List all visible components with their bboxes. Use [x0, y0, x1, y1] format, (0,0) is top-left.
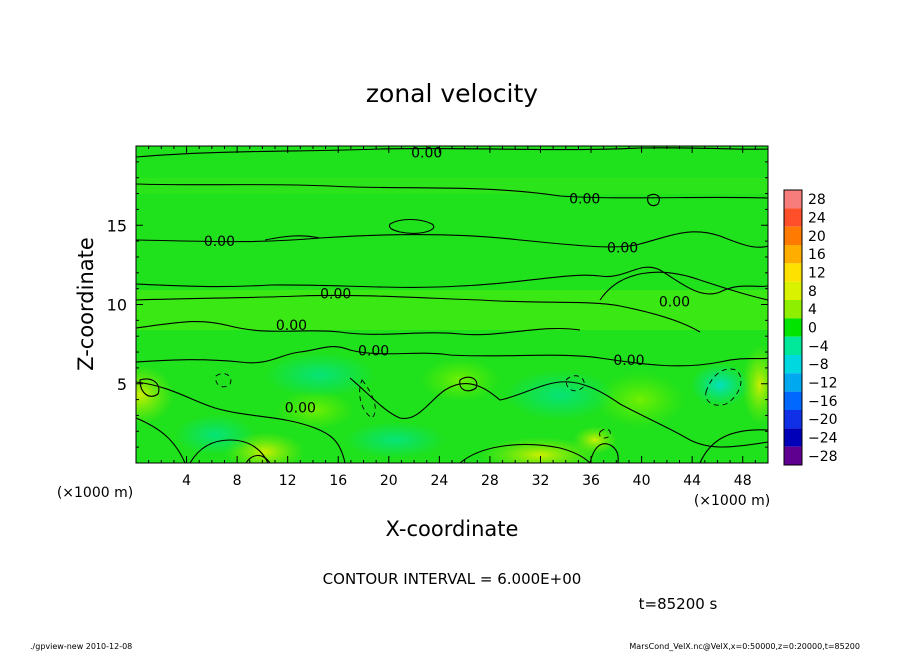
- colorbar-label: 12: [808, 266, 826, 282]
- colorbar-cell: [784, 355, 802, 374]
- colorbar-cell: [784, 245, 802, 264]
- colorbar-label: −12: [808, 376, 838, 392]
- contour-labels: 0.00 0.00 0.00 0.00 0.00 0.00 0.00 0.00 0.00 0.00: [204, 145, 690, 417]
- contour-lines-dashed: [215, 368, 742, 439]
- time-label: t=85200 s: [639, 595, 718, 613]
- contour-label: 0.00: [613, 353, 644, 369]
- colorbar-cell: [784, 226, 802, 245]
- colorbar-label: −16: [808, 394, 838, 410]
- x-axis-label: X-coordinate: [386, 517, 519, 541]
- colorbar-label: −24: [808, 431, 838, 447]
- colorbar-cell: [784, 190, 802, 209]
- x-tick-label: 8: [233, 473, 242, 489]
- colorbar-cell: [784, 263, 802, 282]
- contour-label: 0.00: [276, 318, 307, 334]
- footer-left: ./gpview-new 2010-12-08: [30, 642, 133, 651]
- x-tick-label: 12: [279, 473, 297, 489]
- contour-interval-label: CONTOUR INTERVAL = 6.000E+00: [323, 570, 582, 588]
- x-tick-label: 16: [329, 473, 347, 489]
- footer-right: MarsCond_VelX.nc@VelX,x=0:50000,z=0:2000…: [629, 642, 860, 651]
- y-axis-ticks: 5 10 15: [107, 161, 768, 448]
- colorbar-label: −28: [808, 449, 838, 465]
- colorbar-label: 24: [808, 211, 826, 227]
- x-tick-label: 44: [683, 473, 701, 489]
- colorbar-cell: [784, 300, 802, 319]
- colorbar-cell: [784, 428, 802, 447]
- x-tick-label: 20: [380, 473, 398, 489]
- z-unit-label: (×1000 m): [57, 485, 133, 501]
- colorbar-cell: [784, 336, 802, 355]
- colorbar-cell: [784, 208, 802, 227]
- colorbar-cell: [784, 391, 802, 410]
- colorbar-label: −4: [808, 339, 829, 355]
- contour-lines: [136, 147, 768, 463]
- colorbar: 28 24 20 16 12 8 4 0 −4 −8 −12 −16 −20 −24 −28: [783, 189, 838, 466]
- contour-label: 0.00: [411, 145, 442, 161]
- plot-area: 0.00 0.00 0.00 0.00 0.00 0.00 0.00 0.00 0.00 0.00: [136, 145, 768, 463]
- contour-label: 0.00: [320, 286, 351, 302]
- x-tick-label: 40: [633, 473, 651, 489]
- colorbar-cell: [784, 373, 802, 392]
- colorbar-label: 0: [808, 321, 817, 337]
- x-unit-label: (×1000 m): [694, 493, 770, 509]
- x-axis-ticks: 4 8 12 16 20 24 28 32 36 40 44 48: [148, 146, 756, 489]
- y-tick-label: 5: [117, 375, 127, 394]
- y-axis-label: Z-coordinate: [74, 237, 98, 371]
- colorbar-label: −20: [808, 412, 838, 428]
- colorbar-label: 16: [808, 247, 826, 263]
- colorbar-cell: [784, 446, 802, 465]
- colorbar-label: 8: [808, 284, 817, 300]
- contour-label: 0.00: [607, 240, 638, 256]
- field-shading: [136, 178, 768, 463]
- colorbar-label: 28: [808, 192, 826, 208]
- y-tick-label: 10: [107, 296, 127, 315]
- contour-label: 0.00: [659, 294, 690, 310]
- colorbar-label: 4: [808, 302, 817, 318]
- colorbar-frame: [783, 189, 803, 466]
- x-tick-label: 4: [182, 473, 191, 489]
- x-tick-label: 28: [481, 473, 499, 489]
- contour-label: 0.00: [285, 401, 316, 417]
- y-tick-label: 15: [107, 216, 127, 235]
- x-tick-label: 24: [430, 473, 448, 489]
- x-tick-label: 36: [582, 473, 600, 489]
- contour-label: 0.00: [358, 343, 389, 359]
- x-tick-label: 48: [734, 473, 752, 489]
- colorbar-cell: [784, 410, 802, 429]
- colorbar-cell: [784, 318, 802, 337]
- contour-label: 0.00: [569, 191, 600, 207]
- x-tick-label: 32: [532, 473, 550, 489]
- colorbar-label: −8: [808, 357, 829, 373]
- contour-label: 0.00: [204, 234, 235, 250]
- colorbar-label: 20: [808, 229, 826, 245]
- colorbar-cell: [784, 281, 802, 300]
- chart-title: zonal velocity: [366, 79, 538, 108]
